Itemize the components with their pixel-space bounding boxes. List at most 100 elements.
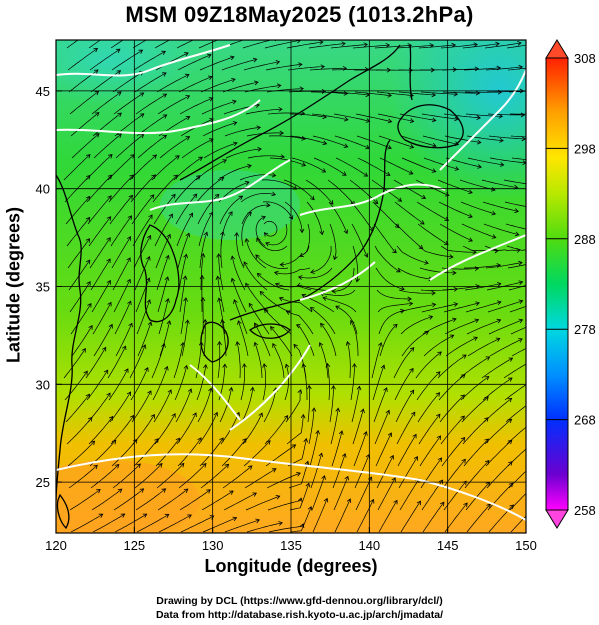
streamline	[152, 174, 178, 203]
streamline-arrowhead	[343, 143, 349, 148]
streamline-arrowhead	[352, 363, 357, 368]
streamline	[203, 142, 238, 159]
streamline	[112, 71, 144, 93]
streamline	[310, 245, 332, 273]
shikoku-coastline	[248, 323, 291, 339]
colorbar-tick-label: 298	[574, 141, 596, 156]
streamline-arrowhead	[142, 513, 148, 518]
streamline	[255, 254, 289, 269]
streamline-arrowhead	[424, 331, 430, 336]
streamline-arrowhead	[385, 409, 390, 415]
streamline-arrowhead	[139, 113, 145, 118]
streamline-arrowhead	[244, 180, 250, 186]
streamline	[115, 323, 133, 357]
streamline-arrowhead	[224, 463, 230, 469]
streamline-arrowhead	[235, 411, 240, 417]
streamline-arrowhead	[200, 252, 206, 258]
streamline-arrowhead	[90, 440, 96, 446]
streamline	[510, 113, 526, 115]
streamline	[65, 393, 90, 423]
streamline	[267, 498, 302, 511]
streamline	[67, 238, 90, 269]
streamline-arrowhead	[182, 275, 188, 280]
streamline-arrowhead	[259, 290, 265, 296]
streamline-arrowhead	[460, 415, 465, 421]
colorbar-tick-label: 258	[574, 503, 596, 518]
streamline	[199, 232, 208, 269]
streamline-arrowhead	[477, 164, 482, 169]
streamline-arrowhead	[108, 153, 113, 159]
streamline	[313, 157, 347, 176]
streamline	[130, 174, 156, 203]
streamline	[177, 233, 190, 269]
streamline	[222, 465, 253, 489]
streamline-arrowhead	[408, 301, 414, 307]
streamline-arrowhead	[120, 513, 126, 518]
streamline-arrowhead	[96, 489, 101, 494]
streamline	[398, 289, 436, 294]
streamline-arrowhead	[431, 117, 437, 123]
streamline-arrowhead	[271, 468, 277, 473]
streamline-arrowhead	[93, 27, 97, 31]
streamline	[466, 319, 501, 335]
streamline-arrowhead	[325, 362, 331, 368]
streamline	[509, 306, 526, 313]
streamline	[264, 308, 292, 335]
streamline	[131, 390, 152, 423]
streamline-arrowhead	[436, 413, 441, 419]
streamline	[180, 515, 214, 533]
streamline	[111, 49, 143, 71]
streamline	[154, 413, 176, 445]
streamline-arrowhead	[271, 172, 277, 178]
streamline	[241, 212, 252, 247]
streamline	[298, 267, 333, 279]
streamline	[254, 342, 263, 379]
streamline	[92, 302, 112, 335]
streamline-arrowhead	[343, 229, 349, 235]
streamline	[395, 390, 414, 423]
streamline-arrowhead	[270, 325, 275, 331]
streamline	[285, 389, 302, 423]
streamline	[308, 43, 346, 49]
streamline-arrowhead	[278, 296, 284, 302]
streamline-arrowhead	[165, 298, 170, 303]
streamline-arrowhead	[206, 489, 211, 494]
streamline	[378, 309, 405, 335]
streamline	[396, 44, 434, 49]
streamline-arrowhead	[164, 365, 169, 371]
streamline	[219, 195, 243, 225]
streamline	[176, 213, 193, 247]
streamline-arrowhead	[147, 321, 153, 326]
streamline	[70, 513, 103, 533]
streamline	[331, 430, 343, 467]
streamline-arrowhead	[296, 472, 301, 477]
streamline-arrowhead	[233, 299, 238, 304]
streamline-arrowhead	[107, 195, 112, 200]
streamline	[202, 517, 237, 533]
streamline	[373, 223, 397, 253]
streamline	[151, 343, 165, 379]
streamline	[71, 325, 93, 357]
streamline-arrowhead	[522, 160, 526, 166]
streamline	[375, 267, 405, 290]
streamline	[156, 255, 169, 291]
streamline	[310, 307, 336, 335]
streamline-arrowhead	[128, 322, 133, 328]
streamline-arrowhead	[431, 168, 437, 173]
streamline-arrowhead	[249, 386, 255, 392]
streamline-arrowhead	[247, 465, 253, 470]
streamline-arrowhead	[198, 156, 203, 161]
streamline	[287, 438, 307, 467]
streamline-arrowhead	[428, 315, 434, 320]
streamline-arrowhead	[117, 133, 122, 138]
streamline	[245, 495, 280, 511]
streamline-arrowhead	[508, 482, 514, 488]
streamline	[245, 238, 267, 269]
streamline-arrowhead	[111, 439, 117, 445]
streamline	[375, 432, 392, 467]
streamline	[177, 437, 202, 467]
streamline-arrowhead	[245, 282, 250, 288]
streamline	[112, 463, 141, 489]
streamline-arrowhead	[498, 113, 504, 119]
streamline-arrowhead	[343, 90, 349, 96]
